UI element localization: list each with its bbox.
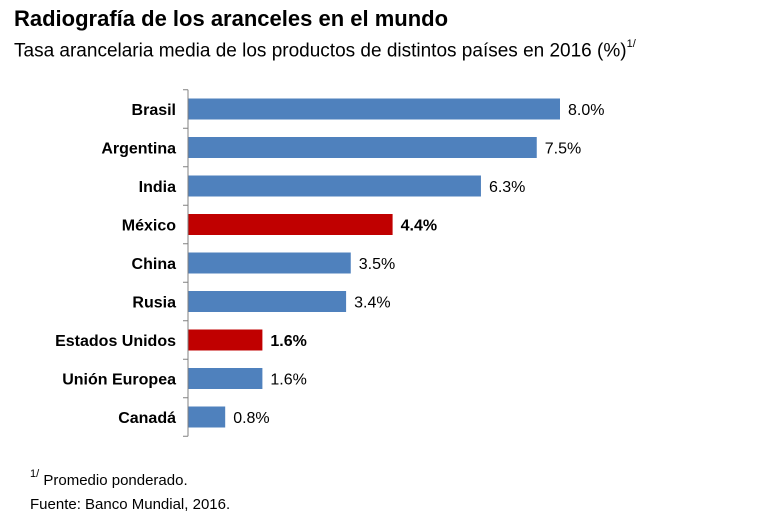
value-label: 8.0%	[568, 102, 604, 119]
bar	[188, 291, 347, 312]
subtitle-footnote-ref: 1/	[626, 38, 636, 50]
bar	[188, 406, 226, 428]
value-label: 3.4%	[354, 295, 390, 312]
value-label: 7.5%	[545, 141, 581, 158]
bar	[188, 214, 393, 235]
footnote: 1/ Promedio ponderado.	[30, 464, 230, 493]
category-label: China	[132, 256, 177, 273]
category-label: Estados Unidos	[55, 333, 176, 350]
chart-notes: 1/ Promedio ponderado. Fuente: Banco Mun…	[30, 464, 230, 517]
chart-title: Radiografía de los aranceles en el mundo	[14, 6, 449, 31]
source-note: Fuente: Banco Mundial, 2016.	[30, 496, 231, 513]
footnote-text: Promedio ponderado.	[43, 472, 188, 489]
bar	[188, 98, 560, 120]
category-label: Unión Europea	[62, 372, 176, 389]
category-label: México	[122, 218, 176, 235]
category-label: Canadá	[118, 410, 176, 427]
category-label: India	[139, 179, 176, 196]
category-label: Argentina	[101, 141, 176, 158]
value-label: 0.8%	[233, 410, 269, 427]
chart-subtitle: Tasa arancelaria media de los productos …	[14, 38, 636, 62]
bar	[188, 137, 537, 158]
footnote-marker: 1/	[30, 468, 40, 480]
category-label: Rusia	[132, 295, 176, 312]
bar	[188, 368, 263, 389]
value-label: 4.4%	[401, 218, 437, 235]
subtitle-text: Tasa arancelaria media de los productos …	[14, 40, 627, 62]
bar	[188, 252, 351, 274]
bar	[188, 329, 263, 351]
value-label: 1.6%	[270, 372, 306, 389]
value-label: 3.5%	[359, 256, 395, 273]
bar	[188, 175, 481, 197]
value-label: 6.3%	[489, 179, 525, 196]
value-label: 1.6%	[270, 333, 306, 350]
category-label: Brasil	[132, 102, 176, 119]
